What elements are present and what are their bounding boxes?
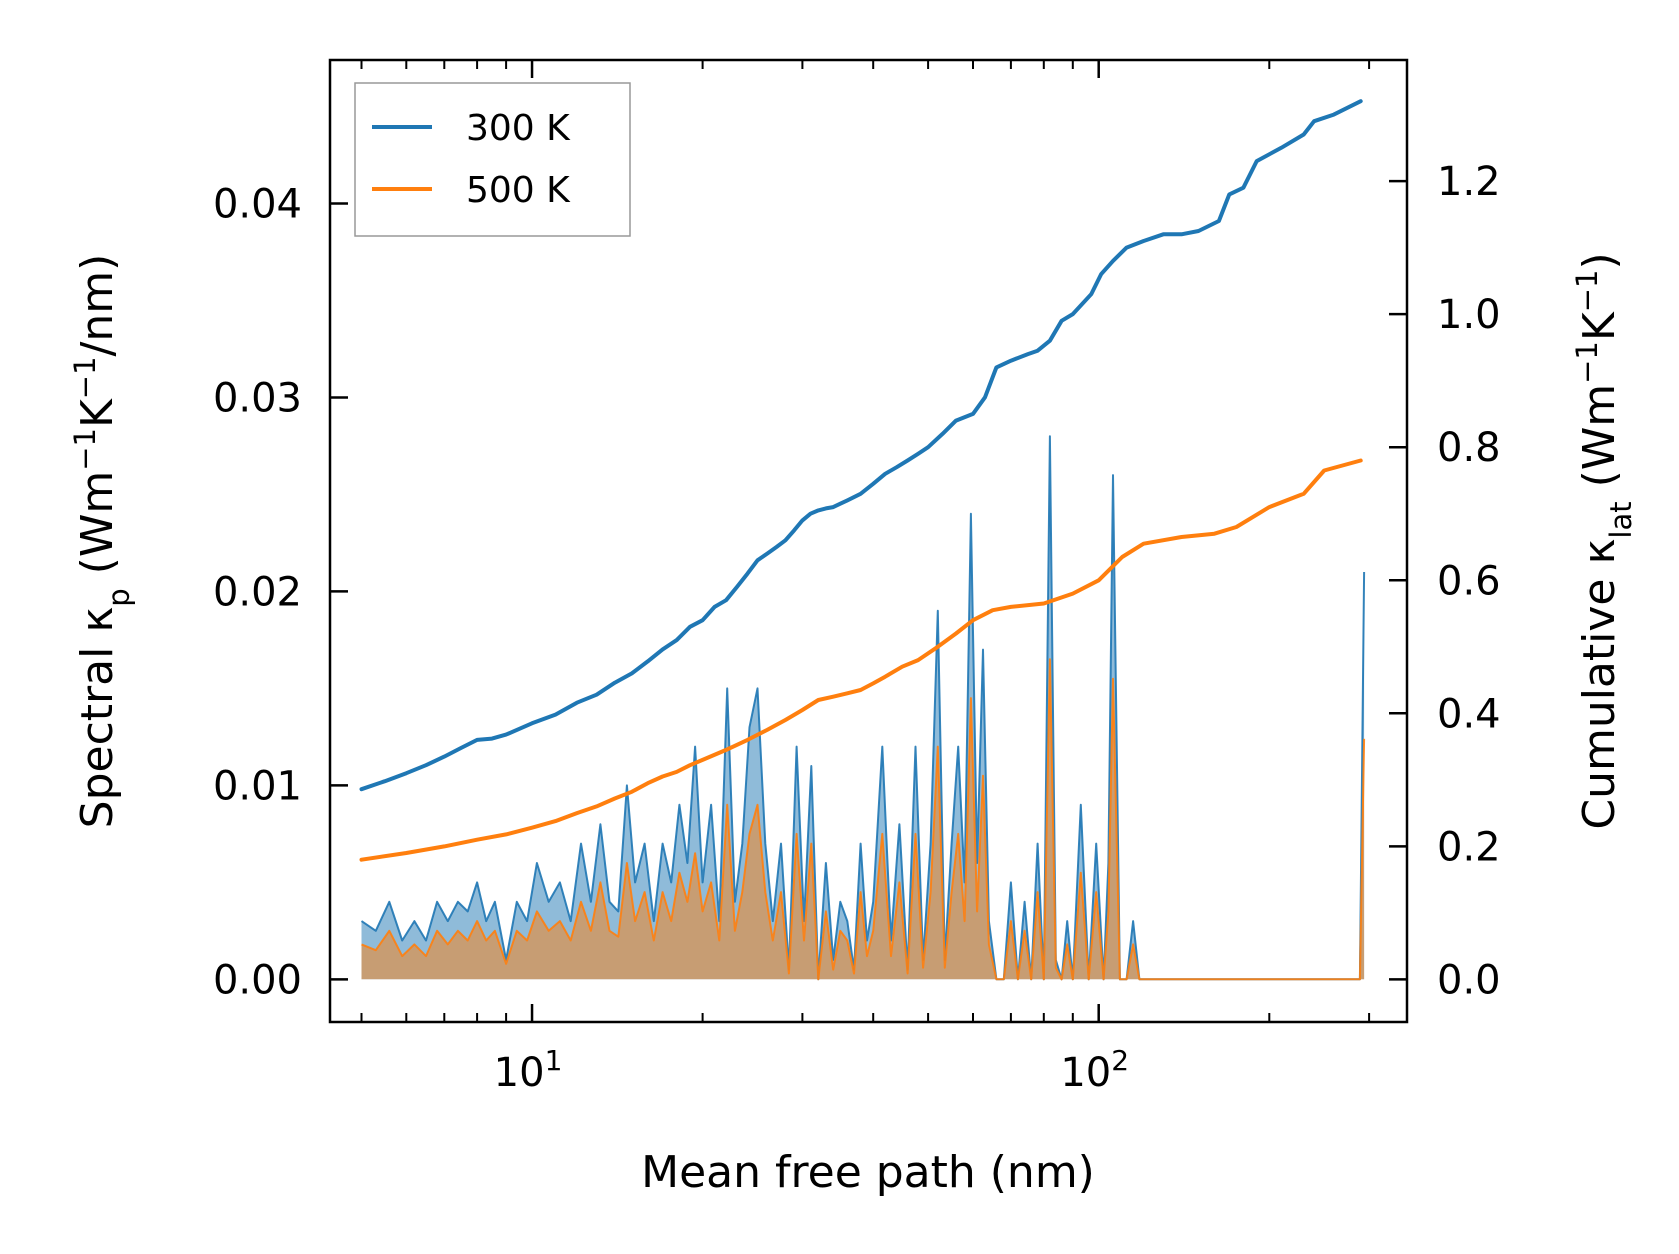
x-tick-label: 101 [494, 1044, 563, 1097]
legend-label-500k: 500 K [466, 170, 571, 211]
500-k-cumulative-line [359, 458, 1363, 862]
x-tick-label: 102 [1060, 1044, 1129, 1097]
right-y-tick-label: 0.4 [1437, 691, 1501, 737]
left-y-axis-title: Spectral κp (Wm−1K−1/nm) [68, 254, 136, 829]
legend-label-300k: 300 K [466, 108, 571, 149]
right-y-tick-label: 0.8 [1437, 425, 1501, 471]
right-y-tick-label: 1.0 [1437, 292, 1501, 338]
legend: 300 K 500 K [354, 82, 631, 237]
left-y-tick-label: 0.04 [213, 182, 302, 228]
right-y-tick-label: 0.2 [1437, 824, 1501, 870]
left-y-tick-label: 0.03 [213, 375, 302, 421]
500-k-spectral-line [361, 658, 1366, 981]
right-y-tick-label: 1.2 [1437, 159, 1501, 205]
plot-frame [328, 58, 1409, 1024]
legend-frame [354, 82, 631, 237]
axes: 101 102 0.00 0.01 0.02 0.03 0.04 0.0 0.2 0.4 0.6 0.… [213, 60, 1501, 1096]
x-axis-title: Mean free path (nm) [641, 1147, 1095, 1198]
left-y-tick-label: 0.00 [213, 957, 302, 1003]
plot-area [359, 99, 1366, 981]
300-k-cumulative-line [359, 99, 1363, 792]
right-y-axis-title: Cumulative κlat (Wm−1K−1) [1570, 252, 1638, 829]
right-y-tick-label: 0.0 [1437, 957, 1501, 1003]
left-y-tick-label: 0.01 [213, 763, 302, 809]
left-y-tick-label: 0.02 [213, 569, 302, 615]
right-y-tick-label: 0.6 [1437, 558, 1501, 604]
